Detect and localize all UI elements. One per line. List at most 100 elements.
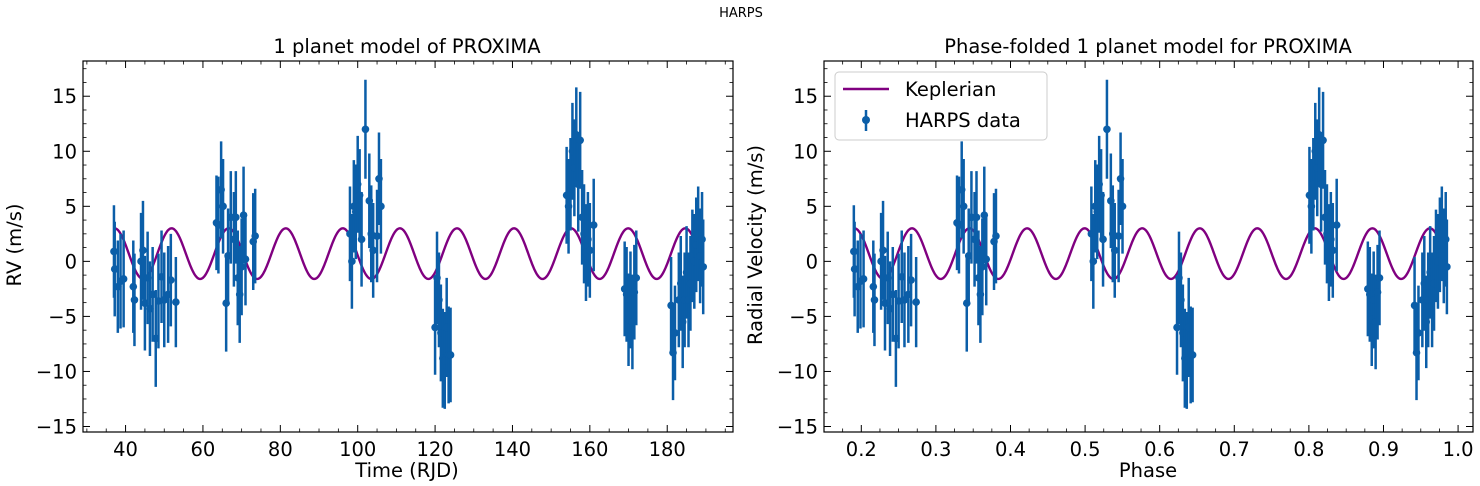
axes-frame — [823, 60, 1474, 433]
x-tick-label: 0.7 — [1219, 438, 1250, 461]
data-point — [348, 257, 356, 266]
legend-marker-swatch — [862, 116, 870, 124]
x-tick-label: 1.0 — [1443, 438, 1474, 461]
y-tick-label: −15 — [777, 415, 818, 438]
data-point — [1443, 263, 1451, 271]
data-point — [586, 246, 594, 255]
data-point — [1375, 274, 1384, 282]
data-point — [879, 246, 887, 255]
data-point — [431, 323, 439, 332]
data-point — [982, 255, 991, 263]
x-tick-label: 100 — [339, 438, 376, 461]
y-tick-label: 5 — [806, 195, 818, 218]
y-tick-label: −10 — [777, 360, 818, 383]
x-tick-label: 0.4 — [995, 438, 1026, 461]
axes-frame — [82, 60, 734, 433]
data-point — [1099, 235, 1107, 244]
figure-suptitle: HARPS — [719, 6, 763, 21]
data-point — [241, 255, 250, 263]
legend: Keplerian HARPS data — [834, 71, 1048, 141]
x-tick-label: 180 — [649, 438, 686, 461]
data-point — [377, 202, 385, 211]
x-tick-label: 120 — [416, 438, 453, 461]
y-tick-label: 0 — [806, 250, 818, 273]
x-tick-label: 60 — [191, 438, 216, 461]
data-point — [373, 232, 381, 240]
data-point — [1188, 351, 1197, 359]
y-tick-label: −15 — [36, 415, 77, 438]
data-point — [992, 232, 1000, 240]
data-point — [357, 235, 366, 244]
x-tick-label: 0.5 — [1070, 438, 1101, 461]
data-point — [1315, 130, 1323, 139]
data-point — [1103, 125, 1111, 134]
data-point — [446, 351, 455, 359]
x-tick-label: 80 — [268, 438, 293, 461]
data-point — [1173, 323, 1181, 332]
data-point — [1114, 232, 1123, 240]
data-point — [671, 329, 679, 337]
data-point — [369, 246, 377, 255]
plot-area: 0.2 0.3 0.4 0.5 0.6 0.7 0.8 0.9 1.0 −15 −10 −5 0 5 10 1… — [777, 60, 1474, 461]
data-point — [959, 202, 968, 211]
x-tick-label: 140 — [494, 438, 531, 461]
data-point — [361, 125, 370, 134]
data-point — [859, 275, 868, 283]
x-tick-label: 0.2 — [846, 438, 877, 461]
data-point — [237, 263, 246, 271]
data-point — [870, 296, 879, 304]
data-point — [1118, 202, 1127, 211]
x-tick-label: 160 — [571, 438, 608, 461]
data-point — [907, 276, 915, 284]
x-tick-label: 0.6 — [1144, 438, 1175, 461]
data-point — [576, 136, 584, 145]
data-point — [1332, 221, 1341, 229]
chart-phase-folded: Phase-folded 1 planet model for PROXIMA … — [744, 35, 1474, 482]
data-point — [1110, 246, 1119, 255]
data-point — [699, 263, 708, 271]
data-point — [912, 298, 920, 306]
x-tick-label: 40 — [113, 438, 138, 461]
data-point — [1089, 257, 1098, 266]
x-tick-label: 0.3 — [920, 438, 951, 461]
chart-title: 1 planet model of PROXIMA — [273, 35, 541, 58]
y-tick-label: 10 — [793, 140, 818, 163]
data-point — [172, 298, 180, 306]
data-point — [130, 296, 139, 304]
y-tick-label: 0 — [65, 250, 77, 273]
model-curve — [113, 227, 704, 281]
data-point — [167, 276, 175, 284]
data-point — [632, 274, 641, 282]
y-axis-label: Radial Velocity (m/s) — [744, 145, 767, 345]
x-tick-label: 0.8 — [1293, 438, 1324, 461]
y-tick-label: 10 — [52, 140, 77, 163]
y-tick-label: −5 — [789, 305, 818, 328]
y-tick-label: 5 — [65, 195, 77, 218]
data-point — [972, 213, 981, 222]
legend-label: Keplerian — [905, 78, 996, 101]
data-point — [900, 296, 909, 304]
data-point — [572, 130, 581, 139]
data-point — [119, 275, 128, 283]
model-curve — [853, 227, 1449, 281]
data-point — [219, 202, 227, 211]
y-tick-label: −5 — [48, 305, 77, 328]
chart-time-series: 1 planet model of PROXIMA Time (RJD) RV … — [3, 35, 734, 482]
data-point — [978, 263, 987, 271]
y-axis-label: RV (m/s) — [3, 204, 26, 287]
x-axis-label: Time (RJD) — [354, 459, 458, 482]
data-point — [1319, 136, 1327, 145]
y-tick-label: 15 — [52, 85, 77, 108]
data-point — [139, 246, 147, 255]
plot-area: 40 60 80 100 120 140 160 180 −15 −10 −5 0 5 10 15 — [36, 60, 734, 461]
data-point — [589, 221, 598, 229]
chart-title: Phase-folded 1 planet model for PROXIMA — [944, 35, 1352, 58]
data-point — [1414, 329, 1423, 337]
data-point — [1328, 246, 1337, 255]
y-tick-label: 15 — [793, 85, 818, 108]
data-point — [232, 213, 240, 222]
x-axis-label: Phase — [1119, 459, 1177, 482]
legend-label: HARPS data — [905, 109, 1021, 132]
y-tick-label: −10 — [36, 360, 77, 383]
